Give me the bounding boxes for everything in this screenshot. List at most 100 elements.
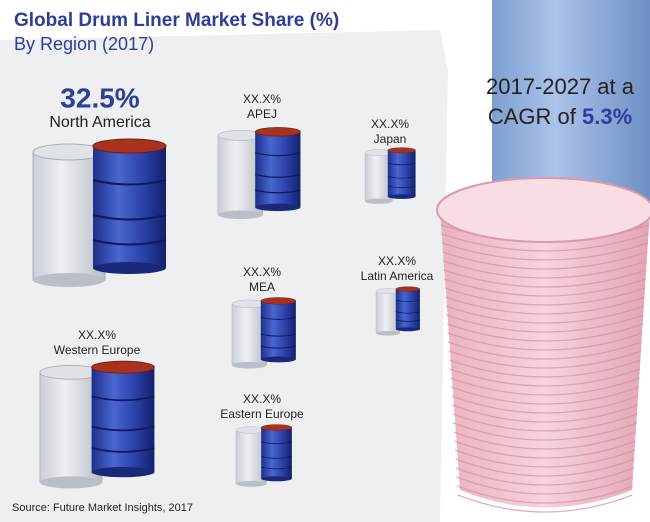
ridge xyxy=(443,269,647,288)
source: Source: Future Market Insights, 2017 xyxy=(12,502,193,514)
drum-lid xyxy=(91,360,155,374)
region-share: XX.X% xyxy=(243,392,281,406)
region-name: Eastern Europe xyxy=(220,407,304,421)
region-name: MEA xyxy=(249,280,275,294)
region-name: APEJ xyxy=(247,107,277,121)
liner-ridges xyxy=(440,224,650,513)
region-share: 32.5% xyxy=(60,82,139,113)
region-name: Latin America xyxy=(361,269,434,283)
ridge xyxy=(454,449,636,468)
liner-bottom xyxy=(232,361,267,369)
drum-hoop xyxy=(91,395,155,402)
drum-hoop xyxy=(91,425,155,432)
drum-pair xyxy=(32,138,167,287)
drum-bottom xyxy=(260,356,296,363)
ridge xyxy=(453,431,637,450)
drum-lid xyxy=(395,286,421,292)
cagr-text: CAGR of 5.3% xyxy=(488,104,632,129)
ridge xyxy=(446,314,644,333)
region-share: XX.X% xyxy=(371,117,409,131)
ridge xyxy=(454,440,636,459)
liner-bottom xyxy=(218,210,263,220)
drum-body xyxy=(395,288,420,330)
ridge xyxy=(441,242,649,261)
region-name: North America xyxy=(49,114,150,131)
subtitle: By Region (2017) xyxy=(14,34,154,54)
drum-lid xyxy=(260,297,297,305)
drum-hoop xyxy=(92,179,167,186)
ridge xyxy=(455,458,635,477)
liner-bottom xyxy=(376,330,400,336)
ridge xyxy=(442,251,648,270)
drum-pair xyxy=(235,424,293,487)
drum-body xyxy=(261,427,292,479)
liner-bottom xyxy=(33,273,105,287)
drum-hoop xyxy=(261,466,292,470)
ridge xyxy=(449,359,641,378)
ridge xyxy=(445,296,645,315)
drum-lid xyxy=(387,147,416,154)
drum-bottom xyxy=(91,466,155,478)
drum-hoop xyxy=(260,345,296,349)
drum-pair xyxy=(375,286,421,336)
drum-body xyxy=(260,300,296,360)
drum-hoop xyxy=(395,299,420,303)
drum-pair xyxy=(39,360,155,489)
ridge xyxy=(449,368,641,387)
drum-body xyxy=(387,150,416,197)
ridge xyxy=(444,287,646,306)
drum-bottom xyxy=(261,476,292,482)
drum-hoop xyxy=(91,447,155,453)
ridge xyxy=(451,395,639,414)
drum-pair xyxy=(231,297,297,369)
drum-hoop xyxy=(395,311,420,314)
liner-bottom xyxy=(236,480,267,487)
pink-liner-rim xyxy=(436,177,650,243)
title: Global Drum Liner Market Share (%) xyxy=(14,10,339,31)
ridge xyxy=(445,305,645,324)
ridge xyxy=(447,341,643,360)
drum-hoop xyxy=(92,214,167,221)
cagr-period: 2017-2027 at a xyxy=(486,74,635,99)
region-name: Japan xyxy=(374,132,407,146)
ridge xyxy=(451,404,639,423)
drum-bottom xyxy=(387,194,416,199)
drum-lid xyxy=(254,127,301,137)
ridge xyxy=(452,413,638,432)
ridge xyxy=(448,350,642,369)
drum-body xyxy=(93,146,166,268)
region-share: XX.X% xyxy=(378,254,416,268)
ridge xyxy=(441,233,649,252)
drum-hoop xyxy=(261,456,292,459)
drum-hoop xyxy=(387,185,416,189)
drum-hoop xyxy=(261,441,292,445)
drum-hoop xyxy=(387,162,416,166)
ridge xyxy=(455,467,635,486)
drum-pair xyxy=(217,127,301,220)
cagr-label: CAGR of xyxy=(488,104,577,129)
ridge xyxy=(447,332,643,351)
drum-bottom xyxy=(395,327,420,332)
ridge xyxy=(450,386,640,405)
drum-hoop xyxy=(395,319,420,322)
ridge xyxy=(450,377,640,396)
region-name: Western Europe xyxy=(54,343,141,357)
drum-lid xyxy=(260,424,293,431)
drum-hoop xyxy=(92,239,167,246)
drum-bottom xyxy=(255,203,301,212)
drum-hoop xyxy=(260,333,296,337)
background-drum xyxy=(492,0,650,205)
liner-bottom xyxy=(40,476,102,489)
region-share: XX.X% xyxy=(78,328,116,342)
drum-body xyxy=(255,131,301,208)
ridge xyxy=(442,260,648,279)
drum-hoop xyxy=(255,173,301,178)
region-share: XX.X% xyxy=(243,265,281,279)
liner-bottom xyxy=(365,198,393,204)
drum-hoop xyxy=(255,189,301,194)
region-share: XX.X% xyxy=(243,92,281,106)
regions: 32.5%North AmericaXX.X%APEJXX.X%JapanXX.… xyxy=(32,82,434,489)
ridge xyxy=(456,476,634,495)
drum-pair xyxy=(364,147,416,204)
